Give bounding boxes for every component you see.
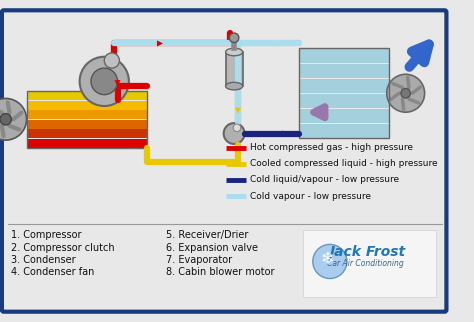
Text: Hot compressed gas - high pressure: Hot compressed gas - high pressure	[250, 143, 413, 152]
Text: 3. Condenser: 3. Condenser	[11, 255, 76, 265]
Bar	[299, 94, 389, 108]
Text: Cold vapour - low pressure: Cold vapour - low pressure	[250, 192, 371, 201]
Circle shape	[229, 33, 239, 43]
Circle shape	[401, 89, 410, 98]
Bar	[299, 79, 389, 93]
Circle shape	[0, 114, 11, 125]
Text: 8. Cabin blower motor: 8. Cabin blower motor	[166, 267, 274, 277]
Bar	[226, 52, 243, 86]
Text: 2. Compressor clutch: 2. Compressor clutch	[11, 242, 115, 252]
Text: 6. Expansion valve: 6. Expansion valve	[166, 242, 258, 252]
Bar	[303, 230, 436, 297]
Bar	[27, 120, 147, 129]
Circle shape	[80, 57, 129, 106]
Bar	[27, 110, 147, 119]
Bar	[299, 109, 389, 123]
Bar	[27, 129, 147, 138]
Bar	[27, 101, 147, 110]
Circle shape	[224, 123, 245, 144]
FancyBboxPatch shape	[2, 10, 447, 312]
Bar	[299, 124, 389, 138]
Ellipse shape	[226, 82, 243, 90]
Circle shape	[104, 53, 119, 68]
Text: 5. Receiver/Drier: 5. Receiver/Drier	[166, 230, 248, 240]
Circle shape	[233, 124, 241, 132]
Circle shape	[313, 244, 347, 279]
Bar	[299, 64, 389, 78]
Text: 1. Compressor: 1. Compressor	[11, 230, 82, 240]
Bar	[27, 91, 147, 100]
Bar	[299, 49, 389, 63]
Text: Cold liquid/vapour - low pressure: Cold liquid/vapour - low pressure	[250, 175, 400, 185]
Bar	[27, 91, 147, 148]
Text: Car Air Conditioning: Car Air Conditioning	[327, 259, 403, 268]
Circle shape	[91, 68, 118, 95]
Text: 7. Evaporator: 7. Evaporator	[166, 255, 232, 265]
Circle shape	[0, 99, 27, 140]
Ellipse shape	[226, 48, 243, 56]
Text: Jack Frost: Jack Frost	[330, 245, 406, 259]
Bar	[299, 48, 389, 138]
Circle shape	[387, 74, 425, 112]
Text: Cooled compressed liquid - high pressure: Cooled compressed liquid - high pressure	[250, 159, 438, 168]
Text: ❄: ❄	[320, 250, 334, 268]
Text: 4. Condenser fan: 4. Condenser fan	[11, 267, 95, 277]
Bar	[27, 139, 147, 148]
